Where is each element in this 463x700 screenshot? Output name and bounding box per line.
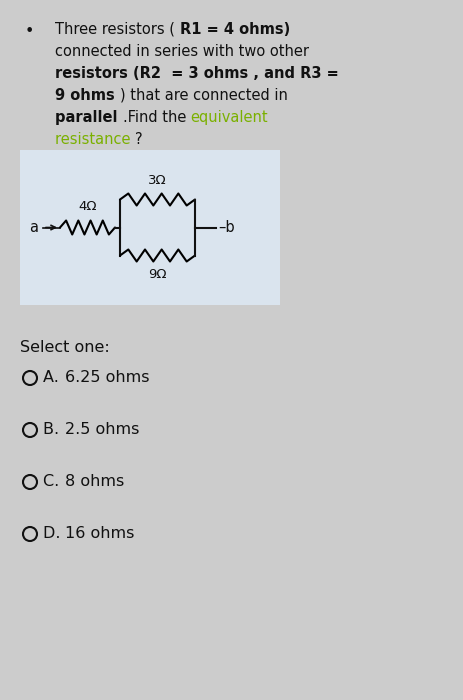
Text: resistors (R2  = 3 ohms , and R3 =: resistors (R2 = 3 ohms , and R3 =	[55, 66, 339, 81]
Text: .Find the: .Find the	[123, 110, 191, 125]
Text: a: a	[29, 220, 38, 235]
Text: ?: ?	[135, 132, 143, 147]
Text: 9 ohms: 9 ohms	[55, 88, 120, 103]
Text: D.: D.	[43, 526, 71, 542]
Text: C.: C.	[43, 475, 69, 489]
FancyBboxPatch shape	[20, 150, 280, 305]
Text: resistance: resistance	[55, 132, 135, 147]
Text: B.: B.	[43, 423, 69, 438]
Text: –b: –b	[218, 220, 235, 235]
Text: connected in series with two other: connected in series with two other	[55, 44, 309, 59]
Text: Select one:: Select one:	[20, 340, 110, 355]
Text: R1 = 4 ohms): R1 = 4 ohms)	[180, 22, 290, 37]
Text: 3Ω: 3Ω	[148, 174, 167, 186]
Text: •: •	[25, 24, 34, 39]
Text: Three resistors (: Three resistors (	[55, 22, 180, 37]
Text: 16 ohms: 16 ohms	[65, 526, 134, 542]
Text: 4Ω: 4Ω	[78, 200, 97, 214]
Text: equivalent: equivalent	[191, 110, 268, 125]
Text: 9Ω: 9Ω	[148, 269, 167, 281]
Text: 2.5 ohms: 2.5 ohms	[65, 423, 139, 438]
Text: parallel: parallel	[55, 110, 123, 125]
Text: 6.25 ohms: 6.25 ohms	[65, 370, 150, 386]
Text: ) that are connected in: ) that are connected in	[120, 88, 288, 103]
Text: A.: A.	[43, 370, 69, 386]
Text: 8 ohms: 8 ohms	[65, 475, 124, 489]
